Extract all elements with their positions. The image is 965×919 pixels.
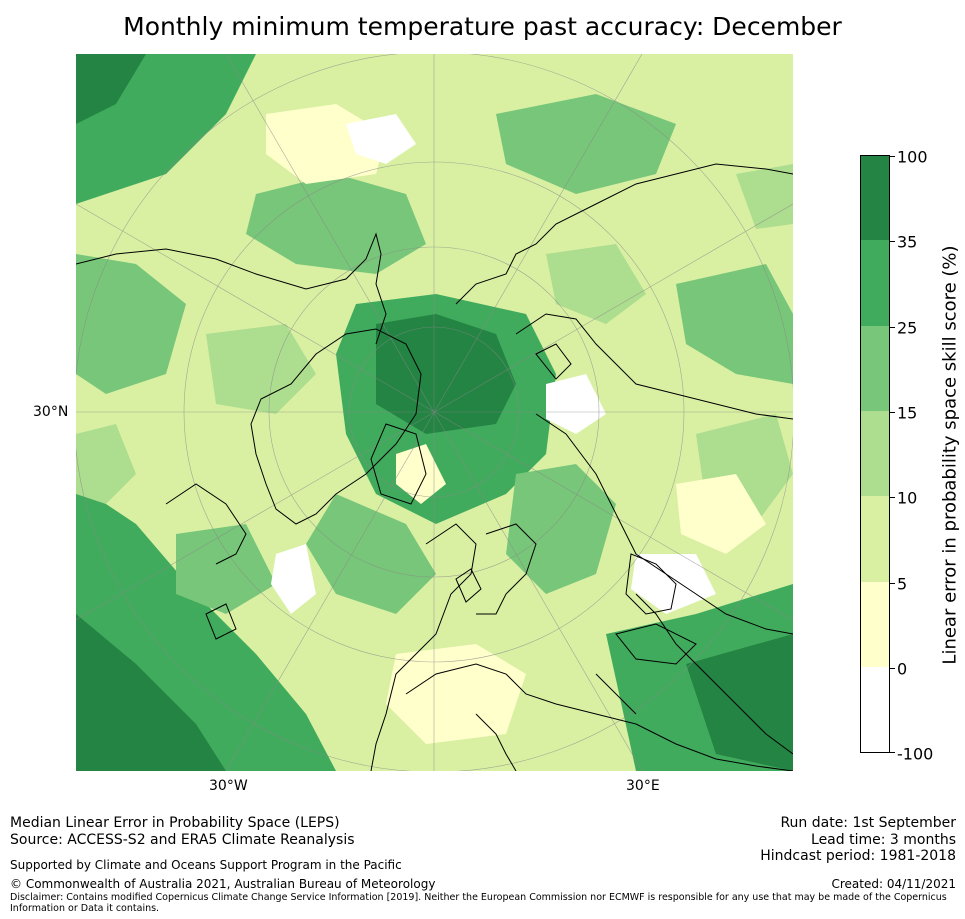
colorbar-tick [890, 412, 895, 413]
colorbar-title: Linear error in probability space skill … [939, 245, 961, 665]
colorbar-tick [890, 241, 895, 242]
skill-score-map [76, 54, 793, 771]
footer-lead-time: Lead time: 3 months [811, 832, 956, 848]
footer-created: Created: 04/11/2021 [831, 877, 956, 891]
colorbar-tick [890, 668, 895, 669]
colorbar-tick [890, 156, 895, 157]
colorbar-tick-label: 35 [897, 232, 918, 252]
footer-hindcast: Hindcast period: 1981-2018 [760, 848, 956, 864]
colorbar-tick [890, 583, 895, 584]
graticule [76, 54, 793, 771]
colorbar-tick-label: 10 [897, 488, 918, 508]
colorbar-tick-label: 5 [897, 574, 908, 594]
colorbar-bin-35-100 [860, 155, 890, 240]
chart-title: Monthly minimum temperature past accurac… [123, 12, 842, 41]
colorbar-outline [860, 155, 890, 753]
lon-label-30w: 30°W [209, 778, 248, 794]
colorbar-tick-label: 15 [897, 403, 918, 423]
skill-patches [76, 54, 793, 771]
footer-copyright: © Commonwealth of Australia 2021, Austra… [10, 877, 436, 891]
colorbar [860, 155, 890, 753]
footer-leps-line: Median Linear Error in Probability Space… [10, 815, 340, 831]
colorbar-tick-label: 100 [897, 147, 928, 167]
colorbar-bin-15-25 [860, 326, 890, 411]
footer-support-line: Supported by Climate and Oceans Support … [10, 858, 402, 872]
map-canvas [76, 54, 793, 771]
footer-run-date: Run date: 1st September [780, 815, 956, 831]
lat-label-30n: 30°N [33, 404, 69, 420]
colorbar-tick [890, 327, 895, 328]
colorbar-tick [890, 497, 895, 498]
footer-disclaimer: Disclaimer: Contains modified Copernicus… [10, 892, 947, 914]
colorbar-tick-label: -100 [897, 744, 934, 764]
colorbar-tick-label: 0 [897, 659, 908, 679]
footer-source-line: Source: ACCESS-S2 and ERA5 Climate Reana… [10, 832, 355, 848]
colorbar-tick [890, 752, 895, 753]
lon-label-30e: 30°E [626, 778, 660, 794]
coastlines [76, 163, 793, 771]
colorbar-tick-label: 25 [897, 318, 918, 338]
